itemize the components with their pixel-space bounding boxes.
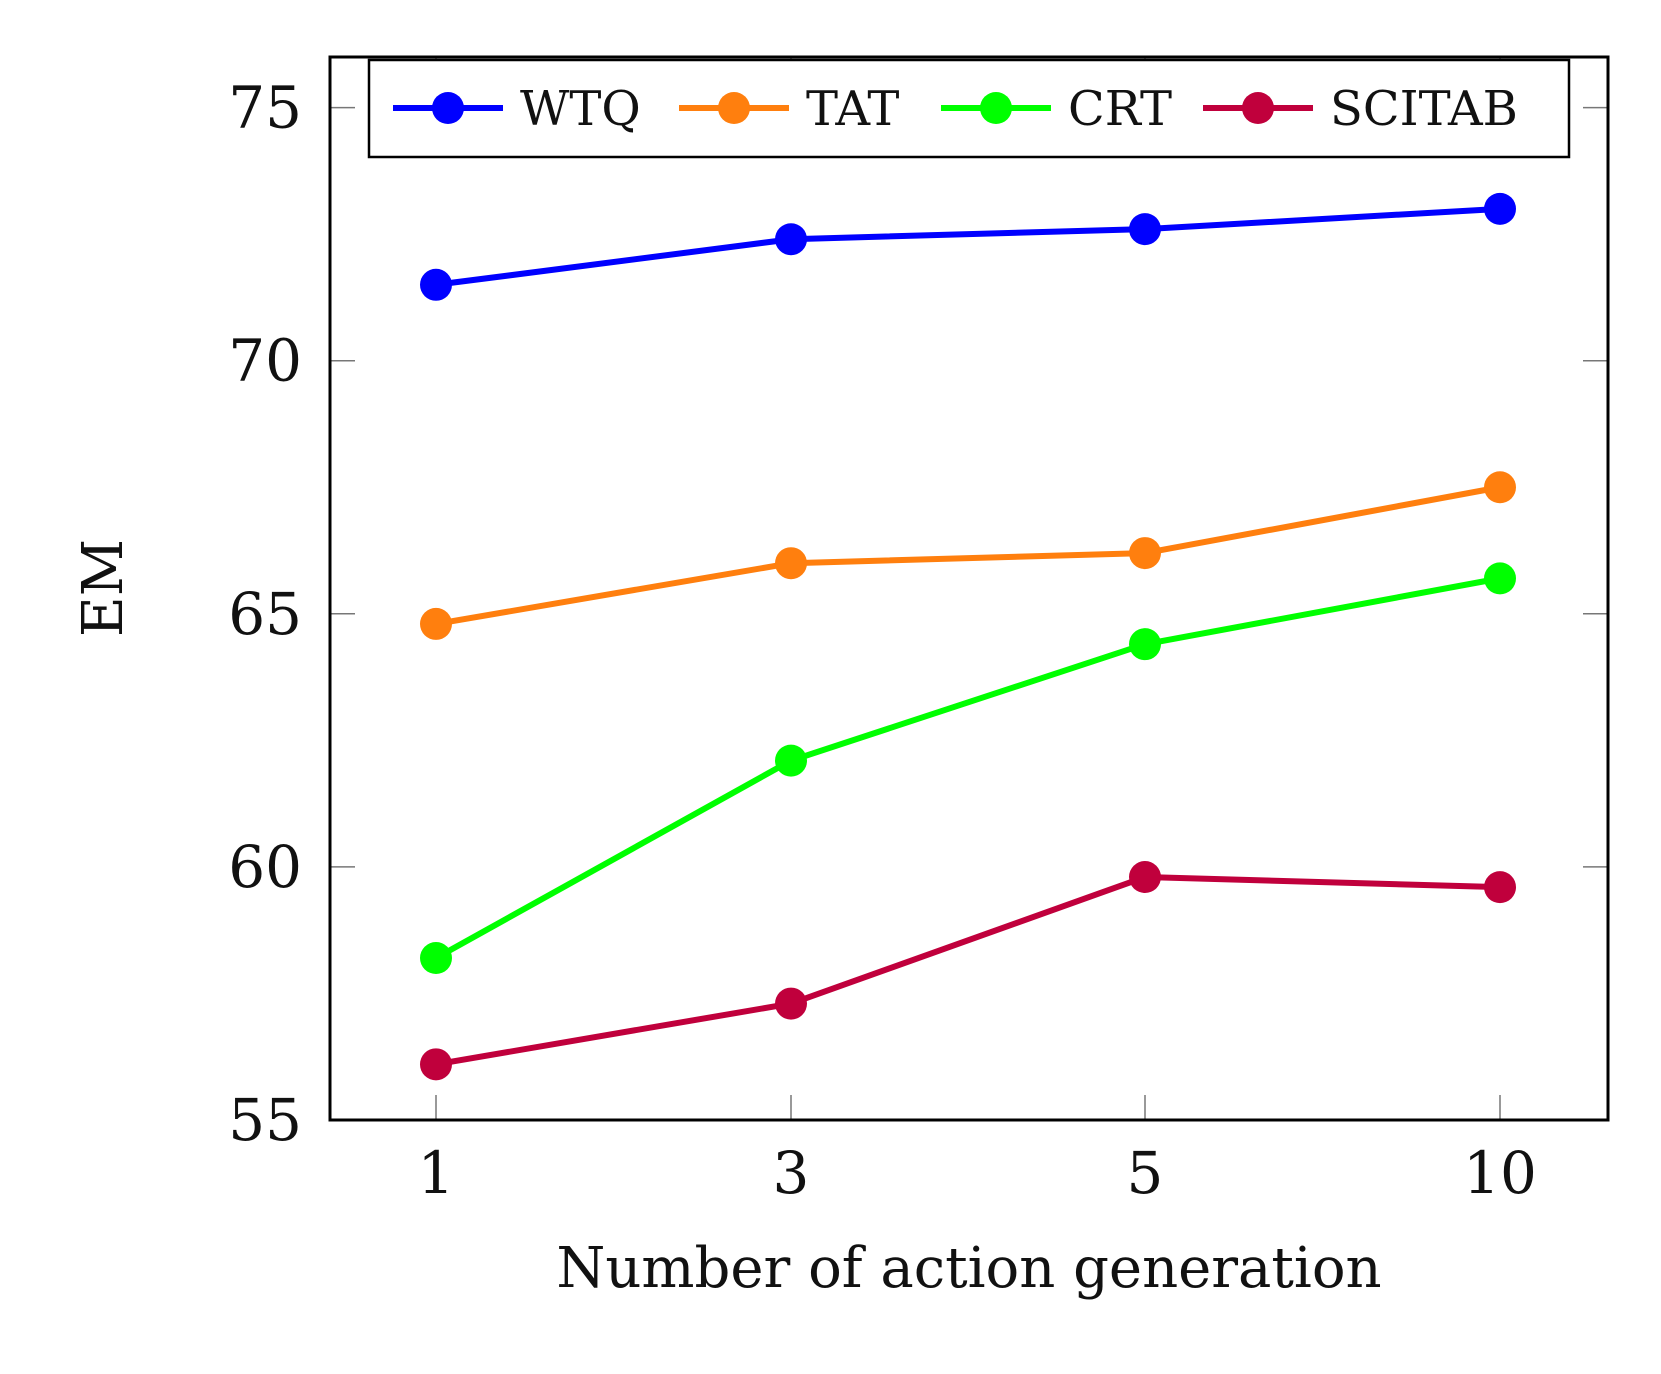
y-tick-label: 70	[228, 327, 302, 395]
x-axis-label: Number of action generation	[556, 1236, 1381, 1301]
legend-label-crt: CRT	[1068, 81, 1172, 137]
legend: WTQ TAT CRT SCITAB	[367, 58, 1571, 159]
series-line-wtq	[435, 205, 1501, 288]
series-scitab	[420, 861, 1516, 1081]
data-point-tat	[1129, 537, 1161, 570]
data-point-crt	[1129, 628, 1161, 661]
legend-marker-wtq	[432, 92, 464, 124]
x-tick-labels: 1 3 5 10	[418, 1139, 1537, 1207]
data-point-crt	[1484, 562, 1516, 595]
data-point-crt	[775, 744, 807, 777]
x-tick-label: 3	[773, 1139, 810, 1207]
data-point-scitab	[420, 1048, 452, 1081]
y-tick-label: 75	[228, 74, 302, 142]
data-point-wtq	[420, 268, 452, 301]
data-point-tat	[420, 607, 452, 640]
series-wtq	[420, 192, 1516, 301]
y-axis-label: EM	[71, 539, 136, 637]
data-point-crt	[420, 942, 452, 975]
data-point-wtq	[1484, 192, 1516, 225]
legend-label-wtq: WTQ	[520, 81, 641, 137]
data-point-wtq	[1129, 213, 1161, 246]
series-line-scitab	[435, 874, 1501, 1068]
legend-marker-crt	[980, 92, 1012, 124]
y-tick-label: 60	[228, 833, 302, 901]
data-point-wtq	[775, 223, 807, 256]
y-tick-labels: 55 60 65 70 75	[228, 74, 302, 1154]
legend-item-scitab: SCITAB	[1203, 81, 1518, 137]
y-tick-label: 65	[228, 580, 302, 648]
x-tick-label: 1	[418, 1139, 455, 1207]
data-point-tat	[1484, 471, 1516, 504]
series-line-tat	[435, 484, 1501, 627]
legend-item-tat: TAT	[679, 81, 899, 137]
series-layer	[420, 192, 1516, 1081]
data-point-scitab	[1484, 871, 1516, 904]
series-line-crt	[434, 575, 1501, 961]
legend-item-crt: CRT	[941, 81, 1172, 137]
x-tick-label: 5	[1127, 1139, 1164, 1207]
x-tick-label: 10	[1463, 1139, 1537, 1207]
data-point-scitab	[1129, 861, 1161, 894]
series-crt	[420, 562, 1516, 975]
legend-item-wtq: WTQ	[393, 81, 641, 137]
series-tat	[420, 471, 1516, 640]
data-point-tat	[775, 547, 807, 580]
legend-label-scitab: SCITAB	[1330, 81, 1518, 137]
legend-marker-scitab	[1242, 92, 1274, 124]
legend-marker-tat	[718, 92, 750, 124]
legend-label-tat: TAT	[806, 81, 899, 137]
legend-items: WTQ TAT CRT SCITAB	[393, 81, 1518, 137]
data-point-scitab	[775, 987, 807, 1020]
plot-frame	[328, 55, 1610, 1122]
y-tick-label: 55	[228, 1086, 302, 1154]
